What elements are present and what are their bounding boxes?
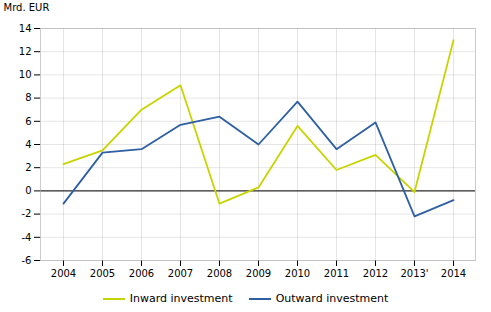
svg-text:2014: 2014 <box>441 268 466 279</box>
svg-text:2009: 2009 <box>246 268 271 279</box>
svg-text:2: 2 <box>25 162 31 173</box>
svg-text:2010: 2010 <box>285 268 310 279</box>
svg-text:8: 8 <box>25 92 31 103</box>
svg-text:2005: 2005 <box>90 268 115 279</box>
svg-text:2011: 2011 <box>324 268 349 279</box>
html-text:Outward investment: Outward investment <box>275 292 389 305</box>
svg-text:0: 0 <box>25 185 31 196</box>
svg-text:Mrd. EUR: Mrd. EUR <box>4 2 50 13</box>
svg-text:2013': 2013' <box>400 268 428 279</box>
svg-text:2006: 2006 <box>129 268 154 279</box>
svg-text:2008: 2008 <box>207 268 232 279</box>
svg-text:12: 12 <box>19 46 32 57</box>
svg-text:-4: -4 <box>22 232 32 243</box>
html-text:Inward investment: Inward investment <box>129 292 233 305</box>
svg-text:-2: -2 <box>22 208 32 219</box>
svg-text:2004: 2004 <box>51 268 76 279</box>
svg-text:14: 14 <box>19 23 32 34</box>
svg-text:10: 10 <box>19 69 32 80</box>
svg-text:2012: 2012 <box>363 268 388 279</box>
svg-text:-6: -6 <box>22 255 32 266</box>
svg-text:4: 4 <box>25 139 31 150</box>
svg-text:6: 6 <box>25 116 31 127</box>
svg-text:2007: 2007 <box>168 268 193 279</box>
